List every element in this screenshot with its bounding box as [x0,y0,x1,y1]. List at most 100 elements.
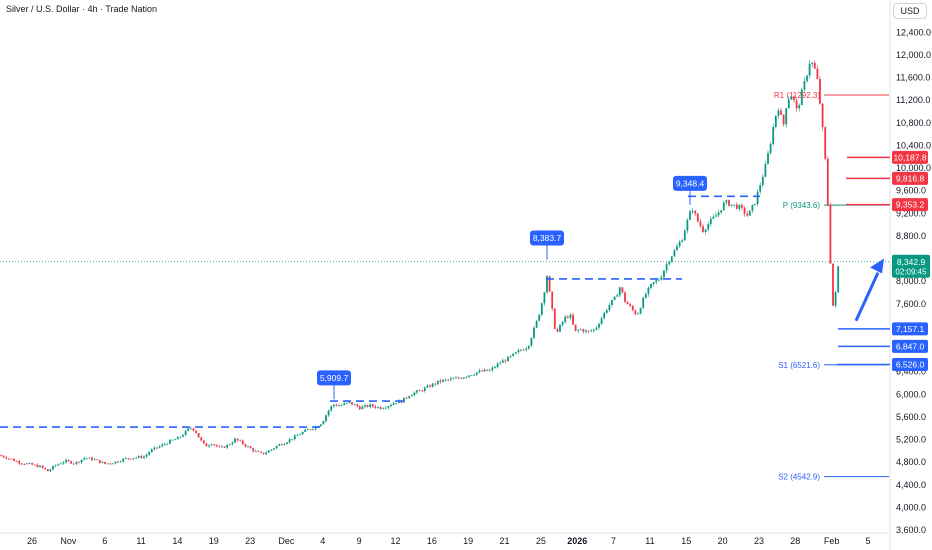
candle-body [473,374,476,376]
candle-body [728,200,730,206]
candle-body [629,304,632,307]
candle-body [257,451,260,452]
candle-body [546,276,548,293]
candle-body [117,461,119,463]
candle-body [738,205,741,209]
candle-body [15,461,18,462]
candle-body [335,404,338,406]
candle-body [184,430,187,436]
candle-body [387,406,390,408]
candle-body [717,212,720,216]
candle-body [548,276,551,292]
candle-body [124,458,127,459]
candle-body [806,75,808,81]
candle-body [260,451,262,453]
candle-body [408,396,411,399]
candle-body [733,204,736,206]
candle-body [517,350,520,353]
marker-tag-label-0: 10,187.8 [893,152,926,162]
candle-body [52,466,54,470]
candle-body [345,402,348,404]
candle-body [455,377,457,379]
annotation-box-0 [317,370,351,386]
candle-body [200,437,203,441]
marker-tag-0 [892,150,928,164]
candle-body [787,99,790,109]
candle-body [88,457,91,459]
candle-body [83,458,86,460]
candle-body [296,435,299,436]
y-tick-label: 3,600.0 [896,525,926,535]
y-tick-label: 10,800.0 [896,118,931,128]
candle-body [707,224,710,230]
x-tick-label: 20 [718,536,728,546]
candle-body [725,200,728,203]
candle-body [247,446,249,448]
candle-body [226,444,229,448]
candle-body [26,463,28,465]
candle-body [587,330,590,332]
candle-body [262,452,265,455]
candle-body [150,449,153,452]
candle-body [18,461,21,464]
candle-body [309,429,312,431]
candle-body [210,444,213,446]
candle-body [189,428,192,430]
candle-body [798,105,801,109]
candle-body [140,456,143,458]
candle-body [829,204,832,264]
marker-tag-4 [892,339,928,353]
y-tick-label: 11,600.0 [896,73,930,83]
candle-body [23,463,26,465]
pivot-label-2: S1 (6521.6) [778,361,820,370]
marker-tag-label-5: 6,526.0 [896,360,925,370]
candle-body [384,407,387,409]
candle-body [702,226,704,232]
y-tick-label: 9,600.0 [896,186,926,196]
candle-body [795,100,798,109]
candle-body [759,185,762,192]
candle-body [824,127,827,159]
candle-body [111,463,114,465]
candle-body [483,369,486,372]
candle-body [332,404,335,407]
y-tick-label: 12,000.0 [896,50,931,60]
candle-body [730,204,733,206]
candle-body [13,458,15,462]
currency-button[interactable]: USD [893,3,927,19]
candle-body [374,406,377,408]
candle-body [650,283,652,288]
candle-body [44,467,47,470]
candle-body [304,429,307,433]
y-tick-label: 9,200.0 [896,208,926,218]
candle-body [442,379,444,382]
candle-body [595,327,598,330]
candle-body [148,451,151,455]
candle-body [163,444,166,445]
candle-body [832,263,834,306]
x-tick-label: 9 [357,536,362,546]
candle-body [761,176,764,186]
marker-tag-2 [892,198,928,212]
y-tick-label: 7,600.0 [896,299,926,309]
candle-body [769,144,772,154]
candle-body [418,390,421,392]
candle-body [288,439,291,443]
candle-body [59,463,62,465]
annotation-box-1 [530,230,564,246]
candle-body [460,378,463,380]
candle-body [676,246,678,251]
candle-body [642,297,645,309]
candle-body [171,439,174,441]
marker-tag-label-2: 9,353.2 [896,200,925,210]
y-tick-label: 4,000.0 [896,502,926,512]
candle-body [379,407,382,409]
candle-body [145,454,148,457]
candle-body [585,330,587,332]
candle-body [395,403,398,404]
candle-body [301,432,304,435]
candle-body [756,191,759,204]
candle-body [512,353,515,357]
candle-body [421,390,424,392]
